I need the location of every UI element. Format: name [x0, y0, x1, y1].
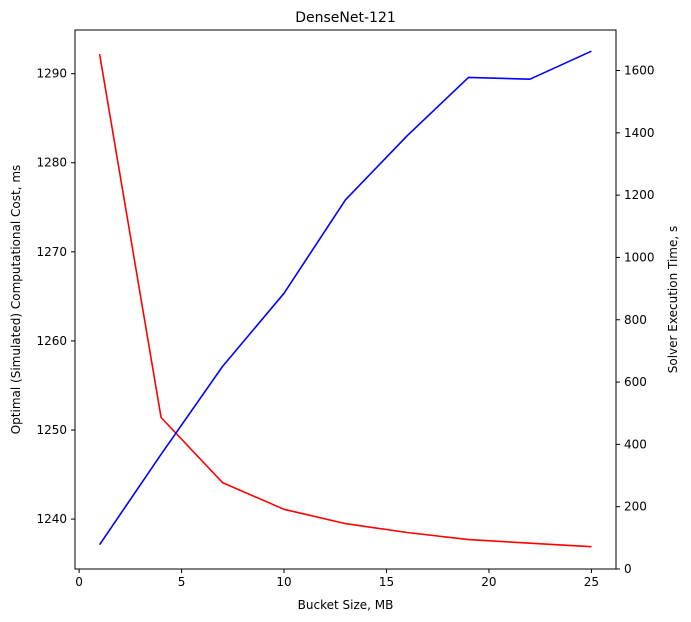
- y2-tick-label: 1400: [624, 126, 655, 140]
- plot-frame: [74, 29, 617, 570]
- x-tick-label: 5: [178, 575, 186, 589]
- y-tick-label: 1260: [36, 334, 67, 348]
- y-axis-label: Optimal (Simulated) Computational Cost, …: [9, 165, 23, 435]
- x-tick-label: 10: [276, 575, 291, 589]
- y2-tick-label: 1200: [624, 188, 655, 202]
- y-tick-label: 1250: [36, 423, 67, 437]
- y2-tick-label: 0: [624, 562, 632, 576]
- x-tick-label: 15: [379, 575, 394, 589]
- y2-tick-label: 600: [624, 375, 647, 389]
- y2-tick-label: 400: [624, 437, 647, 451]
- y-tick-label: 1290: [36, 67, 67, 81]
- plot-area: [75, 30, 616, 569]
- y-tick-label: 1240: [36, 512, 67, 526]
- axes-layer: 0 5 10 15 20 25 1240 1250 1260 1270 1280 1290 0 200 40…: [36, 64, 654, 589]
- y2-axis-label: Solver Execution Time, s: [666, 226, 680, 373]
- series-line-computational-cost: [98, 53, 592, 548]
- y2-tick-label: 1000: [624, 250, 655, 264]
- y2-tick-label: 200: [624, 500, 647, 514]
- x-tick-label: 0: [75, 575, 83, 589]
- x-tick-label: 25: [584, 575, 599, 589]
- y-tick-label: 1270: [36, 245, 67, 259]
- chart-title: DenseNet-121: [295, 10, 396, 26]
- x-tick-label: 20: [481, 575, 496, 589]
- y-tick-label: 1280: [36, 156, 67, 170]
- x-axis-label: Bucket Size, MB: [298, 598, 394, 612]
- series-layer: [98, 50, 592, 548]
- series-line-solver-time: [98, 50, 592, 546]
- y2-tick-label: 800: [624, 313, 647, 327]
- y2-tick-label: 1600: [624, 64, 655, 78]
